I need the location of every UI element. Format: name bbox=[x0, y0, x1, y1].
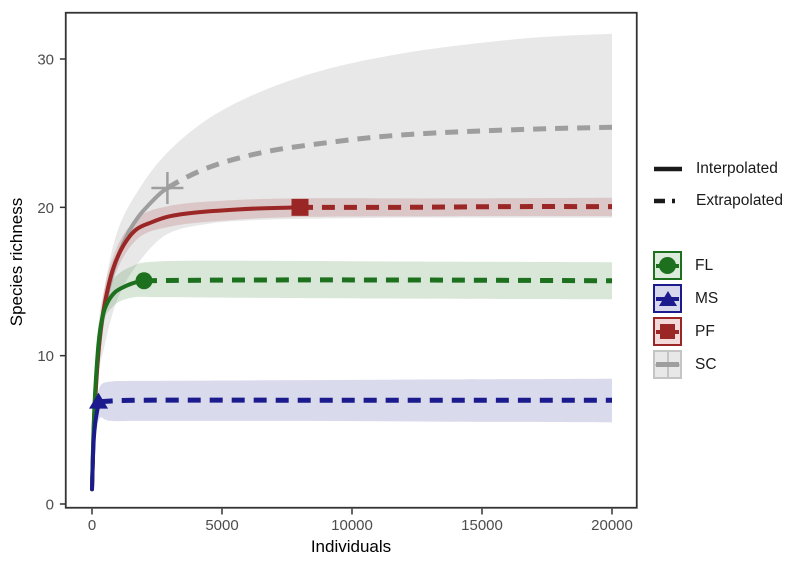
legend-item-fl: FL bbox=[653, 251, 713, 280]
fl-observed-marker bbox=[135, 272, 153, 290]
pf-confidence-ribbon bbox=[92, 197, 612, 493]
pf-interpolated-line bbox=[90, 205, 302, 492]
y-axis-title: Species richness bbox=[7, 197, 26, 327]
x-tick-label: 15000 bbox=[461, 517, 503, 534]
pf-square-marker-icon bbox=[653, 317, 682, 346]
x-tick-label: 0 bbox=[88, 517, 96, 534]
legend-label-interpolated: Interpolated bbox=[696, 160, 778, 177]
legend-label-ms: MS bbox=[695, 289, 719, 307]
pf-observed-marker bbox=[291, 198, 309, 216]
legend-item-sc: SC bbox=[653, 350, 717, 379]
legend-item-interpolated: Interpolated bbox=[653, 160, 778, 178]
ms-observed-marker bbox=[89, 392, 108, 409]
pf-extrapolated-line bbox=[299, 204, 613, 210]
solid-line-icon bbox=[654, 166, 682, 172]
richness-chart: 0 5000 10000 15000 20000 0 10 20 30 bbox=[37, 11, 638, 534]
y-tick-label: 20 bbox=[37, 200, 54, 217]
x-tick-label: 5000 bbox=[205, 517, 238, 534]
legend-item-ms: MS bbox=[653, 284, 718, 313]
sc-confidence-ribbon bbox=[92, 33, 612, 494]
panel-border bbox=[64, 11, 638, 509]
legend-item-pf: PF bbox=[653, 317, 715, 346]
y-tick-label: 10 bbox=[37, 348, 54, 365]
legend-item-extrapolated: Extrapolated bbox=[653, 192, 783, 210]
sc-extrapolated-line bbox=[166, 124, 613, 191]
legend-label-sc: SC bbox=[695, 355, 717, 373]
x-axis-title: Individuals bbox=[310, 537, 392, 556]
fl-interpolated-line bbox=[90, 278, 146, 492]
fl-circle-marker-icon bbox=[653, 251, 682, 280]
legend: Interpolated Extrapolated FL MS PF bbox=[653, 0, 810, 575]
y-tick-label: 30 bbox=[37, 52, 54, 69]
dashed-line-icon bbox=[654, 198, 682, 204]
sc-cross-marker-icon bbox=[653, 350, 682, 379]
legend-label-extrapolated: Extrapolated bbox=[696, 192, 784, 209]
legend-label-pf: PF bbox=[695, 322, 715, 340]
ms-extrapolated-line bbox=[99, 397, 612, 405]
fl-extrapolated-line bbox=[143, 277, 613, 284]
ms-triangle-marker-icon bbox=[653, 284, 682, 313]
y-tick-label: 0 bbox=[46, 497, 54, 514]
x-tick-label: 10000 bbox=[331, 517, 373, 534]
ms-confidence-ribbon bbox=[92, 378, 612, 493]
legend-label-fl: FL bbox=[695, 256, 714, 274]
x-tick-label: 20000 bbox=[591, 517, 633, 534]
fl-confidence-ribbon bbox=[92, 260, 612, 493]
